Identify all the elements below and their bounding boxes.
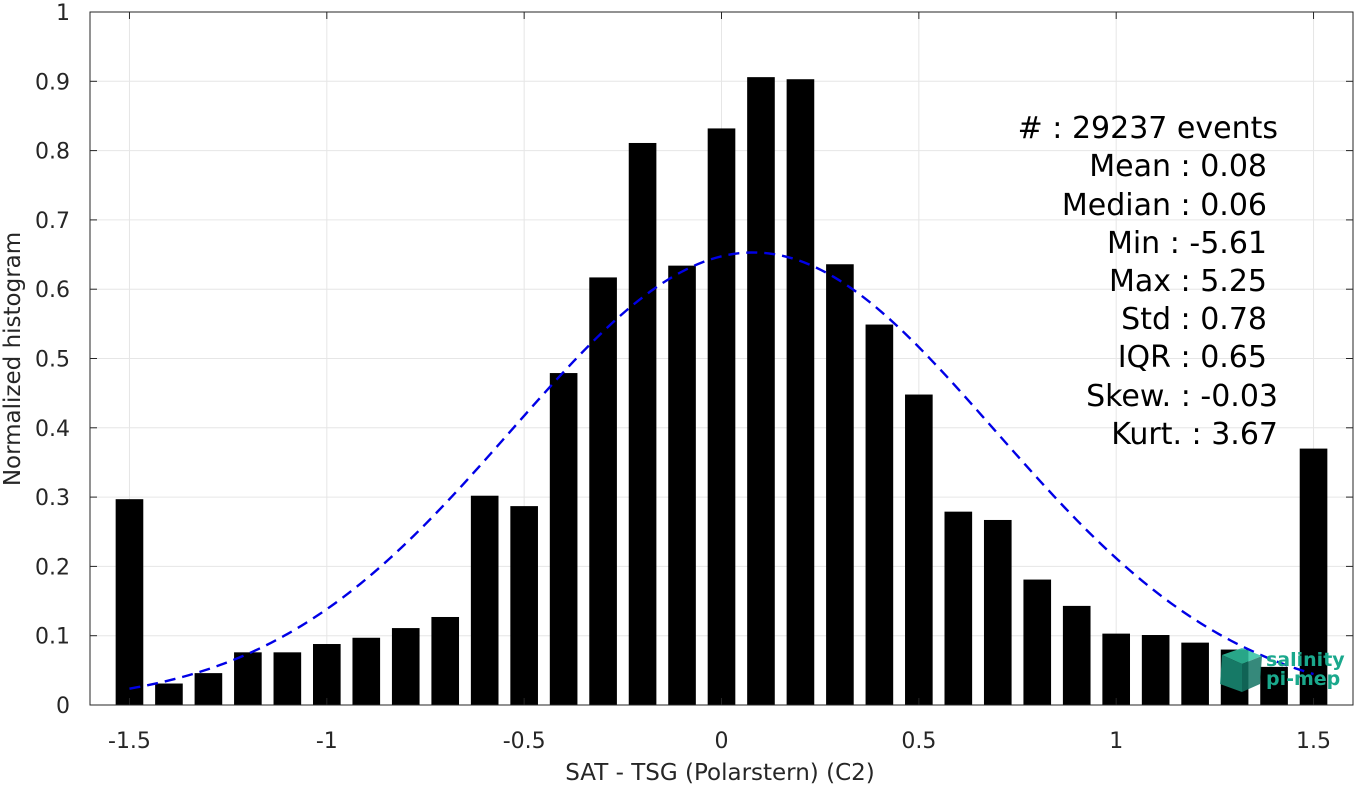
statistics-annotation: # : 29237 events Mean : 0.08 Median : 0.… — [1018, 111, 1278, 452]
stat-iqr: IQR : 0.65 — [1118, 340, 1267, 375]
bars — [115, 77, 1328, 706]
y-tick-label: 0.3 — [35, 486, 70, 511]
histogram-bar — [944, 511, 973, 705]
histogram-bar — [1181, 642, 1209, 705]
histogram-bar — [1023, 579, 1052, 705]
histogram-bar — [983, 519, 1012, 705]
logo-line1: salinity — [1266, 649, 1345, 671]
histogram-bar — [510, 506, 538, 705]
x-tick-label: -0.5 — [503, 729, 546, 754]
stat-events: # : 29237 events — [1018, 111, 1278, 146]
y-tick-label: 0.1 — [35, 625, 70, 650]
histogram-bar — [865, 324, 894, 705]
y-tick-label: 0.8 — [35, 140, 70, 165]
salinity-pimep-logo: salinity pi-mep — [1220, 648, 1345, 692]
y-tick-label: 0.6 — [35, 278, 70, 303]
y-tick-label: 0.2 — [35, 555, 70, 580]
histogram-bar — [786, 79, 815, 705]
histogram-bar — [668, 265, 696, 705]
y-tick-label: 0 — [56, 694, 70, 719]
histogram-bar — [431, 616, 460, 705]
logo-cube-icon — [1220, 648, 1262, 692]
y-tick-label: 0.4 — [35, 417, 70, 442]
normal-fit-curve — [129, 251, 1314, 690]
stat-median: Median : 0.06 — [1062, 188, 1267, 223]
histogram-bar — [707, 128, 736, 705]
x-tick-label: 0 — [715, 729, 729, 754]
y-tick-label: 0.7 — [35, 209, 70, 234]
stat-kurt: Kurt. : 3.67 — [1111, 417, 1278, 452]
histogram-bar — [1062, 605, 1091, 705]
histogram-bar — [312, 644, 341, 705]
axis-ticks — [90, 11, 1353, 706]
x-tick-label: -1 — [316, 729, 338, 754]
x-tick-label: 1.5 — [1296, 729, 1331, 754]
histogram-bar — [273, 652, 302, 705]
histogram-bar — [155, 683, 183, 705]
histogram-bar — [391, 628, 420, 705]
logo-line2: pi-mep — [1266, 668, 1340, 690]
histogram-bar — [549, 373, 578, 705]
histogram-bar — [470, 495, 499, 705]
y-axis-label: Normalized histogram — [0, 232, 26, 486]
y-tick-labels: 0 0.1 0.2 0.3 0.4 0.5 0.6 0.7 0.8 0.9 1 — [35, 1, 70, 719]
y-tick-label: 0.9 — [35, 70, 70, 95]
histogram-bar — [1299, 448, 1328, 705]
histogram-bar — [628, 142, 657, 706]
histogram-bar — [589, 277, 617, 705]
histogram-bar — [1141, 635, 1170, 705]
stat-skew: Skew. : -0.03 — [1086, 379, 1278, 414]
histogram-bar — [194, 673, 223, 705]
histogram-bar — [1260, 666, 1288, 705]
histogram-bar — [1102, 633, 1131, 705]
histogram-bar — [826, 264, 854, 705]
x-tick-labels: -1.5 -1 -0.5 0 0.5 1 1.5 — [108, 729, 1331, 754]
stat-std: Std : 0.78 — [1121, 302, 1267, 337]
x-tick-label: 1 — [1109, 729, 1123, 754]
y-tick-label: 0.5 — [35, 348, 70, 373]
histogram-bar — [115, 499, 144, 705]
histogram-bar — [905, 394, 933, 705]
histogram-bar — [747, 77, 775, 706]
stat-mean: Mean : 0.08 — [1089, 149, 1267, 184]
y-tick-label: 1 — [56, 1, 70, 26]
histogram-bar — [352, 637, 381, 705]
x-axis-label: SAT - TSG (Polarstern) (C2) — [565, 760, 874, 785]
stat-max: Max : 5.25 — [1109, 264, 1267, 299]
histogram-bar — [234, 652, 262, 705]
stat-min: Min : -5.61 — [1107, 226, 1267, 261]
x-tick-label: -1.5 — [108, 729, 151, 754]
x-tick-label: 0.5 — [901, 729, 936, 754]
